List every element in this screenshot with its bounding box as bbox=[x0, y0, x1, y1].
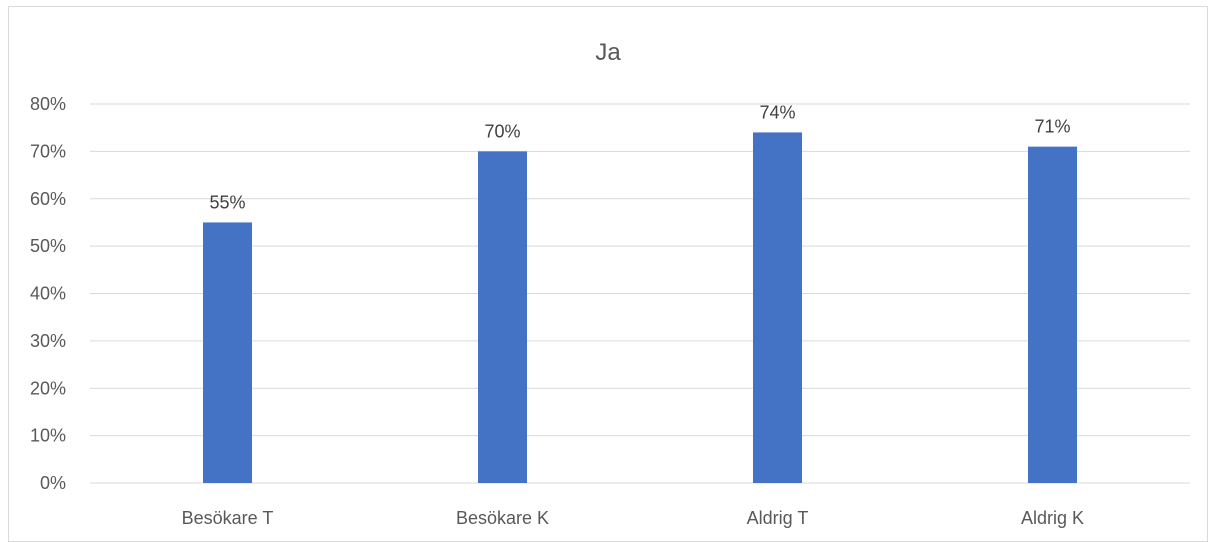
bars bbox=[203, 132, 1077, 484]
data-labels: 55% 70% 74% 71% bbox=[209, 102, 1070, 212]
x-category-label: Aldrig T bbox=[747, 508, 809, 528]
bar bbox=[753, 132, 802, 484]
x-category-label: Aldrig K bbox=[1021, 508, 1084, 528]
x-category-label: Besökare K bbox=[456, 508, 549, 528]
y-tick-label: 30% bbox=[30, 331, 66, 351]
x-category-label: Besökare T bbox=[182, 508, 274, 528]
y-axis-ticks: 0% 10% 20% 30% 40% 50% 60% 70% 80% bbox=[30, 94, 66, 493]
y-tick-label: 60% bbox=[30, 189, 66, 209]
data-label: 70% bbox=[484, 121, 520, 141]
bar bbox=[1028, 146, 1077, 483]
chart-title: Ja bbox=[595, 39, 621, 66]
bar bbox=[478, 151, 527, 483]
data-label: 71% bbox=[1034, 117, 1070, 137]
data-label: 74% bbox=[759, 102, 795, 122]
x-axis-categories: Besökare T Besökare K Aldrig T Aldrig K bbox=[182, 508, 1084, 528]
y-tick-label: 20% bbox=[30, 378, 66, 398]
bar bbox=[203, 222, 252, 483]
y-tick-label: 40% bbox=[30, 284, 66, 304]
y-tick-label: 70% bbox=[30, 141, 66, 161]
y-tick-label: 0% bbox=[40, 473, 66, 493]
y-tick-label: 80% bbox=[30, 94, 66, 114]
y-tick-label: 10% bbox=[30, 426, 66, 446]
gridlines bbox=[90, 103, 1190, 484]
data-label: 55% bbox=[209, 192, 245, 212]
y-tick-label: 50% bbox=[30, 236, 66, 256]
